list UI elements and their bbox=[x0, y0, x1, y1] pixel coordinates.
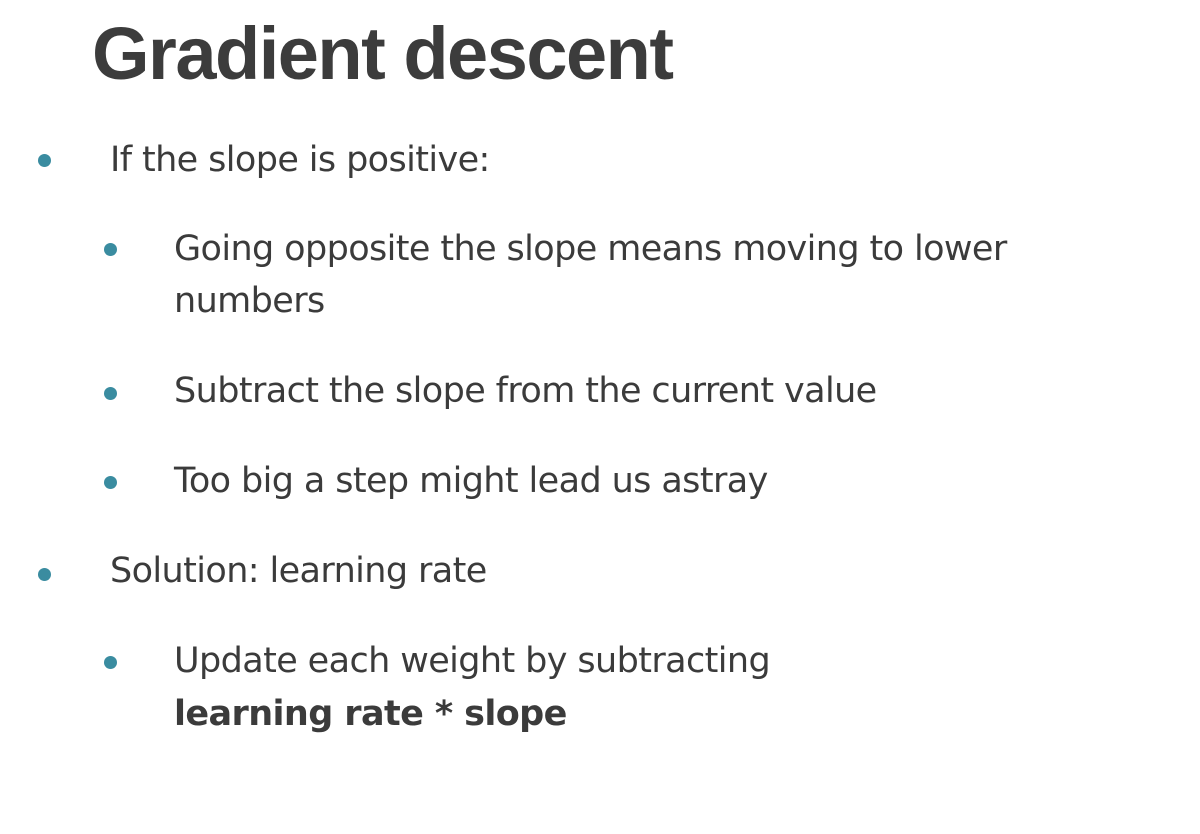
bullet-text: Too big a step might lead us astray bbox=[174, 461, 768, 501]
bullet-dot bbox=[38, 568, 51, 581]
bullet-text: Going opposite the slope means moving to… bbox=[174, 229, 1007, 269]
bullet-text: Update each weight by subtracting bbox=[174, 641, 771, 681]
bullet-dot bbox=[104, 243, 117, 256]
bullet-text: Solution: learning rate bbox=[110, 551, 487, 591]
slide-title: Gradient descent bbox=[92, 12, 674, 95]
bullet-text: If the slope is positive: bbox=[110, 140, 490, 180]
bullet-text-bold: learning rate * slope bbox=[174, 694, 567, 734]
bullet-dot bbox=[104, 387, 117, 400]
bullet-text: Subtract the slope from the current valu… bbox=[174, 371, 877, 411]
bullet-text-continuation: numbers bbox=[174, 281, 325, 321]
bullet-dot bbox=[104, 476, 117, 489]
bullet-dot bbox=[104, 656, 117, 669]
bullet-dot bbox=[38, 154, 51, 167]
